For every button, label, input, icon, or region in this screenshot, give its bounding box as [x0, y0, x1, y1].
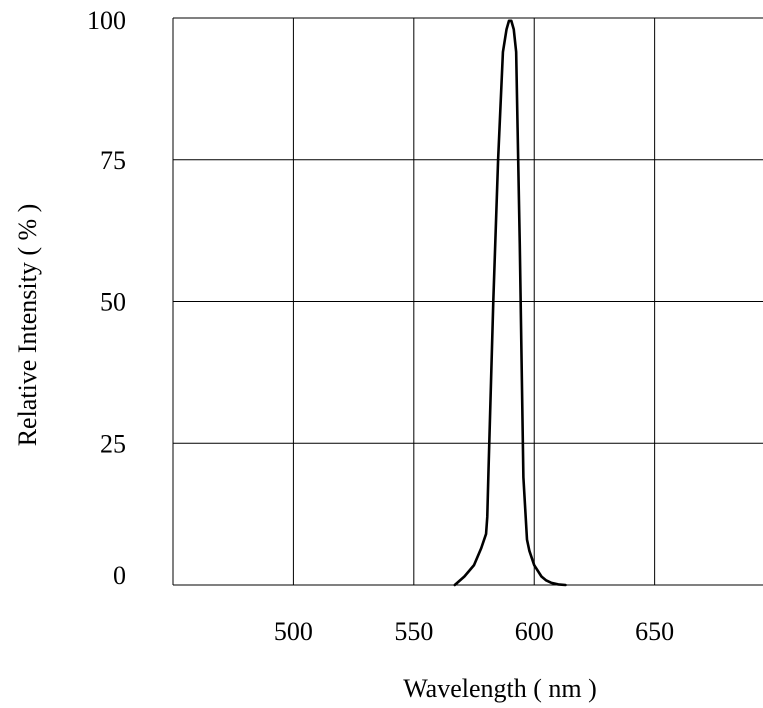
- x-tick-label-650: 650: [635, 617, 674, 646]
- x-tick-label-500: 500: [274, 617, 313, 646]
- y-tick-label-0: 0: [113, 561, 126, 590]
- y-axis-label: Relative Intensity ( % ): [13, 204, 42, 447]
- y-axis-ticks: 0 25 50 75 100: [87, 6, 126, 590]
- y-tick-label-50: 50: [100, 288, 126, 317]
- spectrum-line-0: [453, 19, 567, 587]
- x-axis-ticks: 500 550 600 650: [274, 617, 674, 646]
- x-tick-label-600: 600: [515, 617, 554, 646]
- y-tick-label-25: 25: [100, 429, 126, 458]
- y-tick-label-100: 100: [87, 6, 126, 35]
- x-tick-label-550: 550: [394, 617, 433, 646]
- grid: [172, 17, 763, 586]
- y-tick-label-75: 75: [100, 146, 126, 175]
- x-axis-label: Wavelength ( nm ): [403, 674, 597, 703]
- series-layer: [453, 19, 567, 587]
